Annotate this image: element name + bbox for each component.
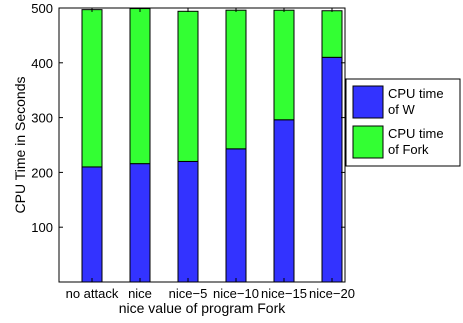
bar-series1-3 [225, 9, 247, 150]
y-tick-label: 500 [31, 1, 53, 16]
bar-series0-1 [129, 163, 151, 283]
x-tick-label: nice−10 [213, 286, 259, 301]
bar-series0-0 [81, 166, 103, 283]
y-tick-label: 400 [31, 56, 53, 71]
y-tick-label: 200 [31, 165, 53, 180]
bar-series1-5 [321, 10, 343, 58]
x-axis-label: nice value of program Fork [119, 300, 287, 316]
bar-series0-3 [225, 148, 247, 283]
bar-series1-1 [129, 8, 151, 165]
x-tick-label: nice−20 [309, 286, 355, 301]
x-tick-label: nice−5 [169, 286, 208, 301]
bar-series1-2 [177, 10, 199, 162]
bar-series0-2 [177, 160, 199, 283]
legend-swatch-1 [352, 125, 384, 159]
labels-layer: no attack nice nice−5 nice−10 nice−15 nice−20… [12, 1, 355, 316]
bar-series1-0 [81, 9, 103, 168]
bar-series0-4 [273, 119, 295, 283]
y-tick-label: 300 [31, 111, 53, 126]
plot-frame [58, 7, 346, 283]
y-axis-label: CPU Time in Seconds [12, 77, 28, 214]
legend-swatch-0 [352, 85, 384, 119]
legend-label-0-0: CPU time [388, 86, 444, 101]
bars-layer [81, 8, 343, 283]
legend-label-0-1: of W [388, 102, 415, 117]
x-tick-label: nice [128, 286, 152, 301]
legend-label-1-1: of Fork [388, 142, 429, 157]
x-tick-label: no attack [66, 286, 119, 301]
bar-series0-5 [321, 56, 343, 283]
legend-label-1-0: CPU time [388, 126, 444, 141]
x-tick-label: nice−15 [261, 286, 307, 301]
y-tick-label: 100 [31, 220, 53, 235]
axes-layer [58, 7, 346, 283]
bar-series1-4 [273, 9, 295, 121]
